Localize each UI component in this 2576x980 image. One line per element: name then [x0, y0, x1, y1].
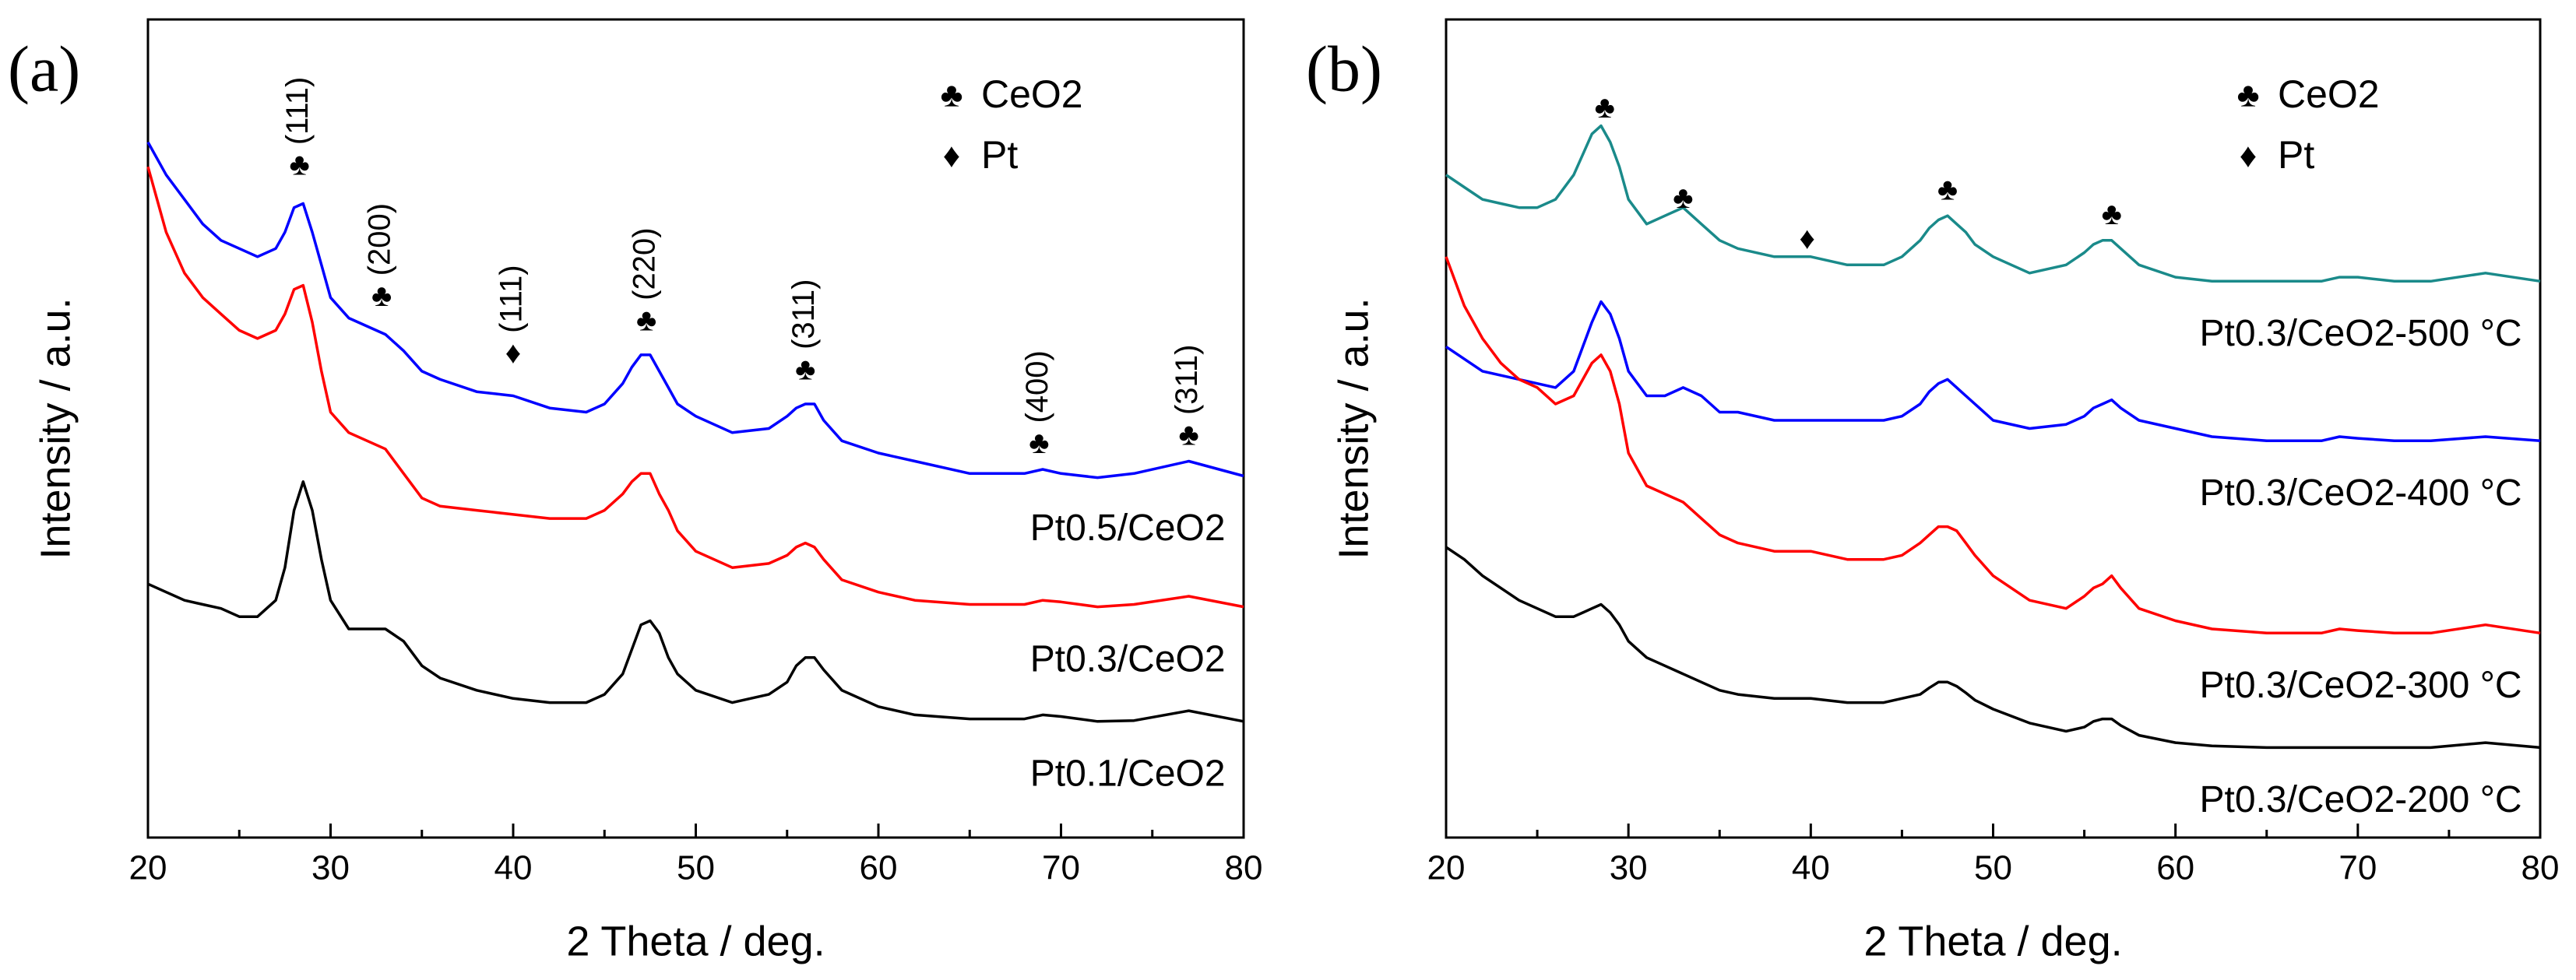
series-line [1445, 256, 2541, 635]
peak-marker: ♣ [371, 279, 392, 313]
x-tick-label: 70 [1042, 849, 1080, 887]
panel-label: (a) [8, 33, 80, 105]
series-line [147, 480, 1244, 723]
series-label: Pt0.3/CeO2-200 °C [2200, 779, 2522, 820]
series-label: Pt0.1/CeO2 [1030, 753, 1226, 794]
peak-index: (111) [494, 265, 529, 332]
peak-marker: ♣ [1937, 172, 1958, 206]
legend-label: Pt [981, 133, 1018, 177]
peak-marker: ♦ [1799, 221, 1814, 255]
legend-label: CeO2 [981, 72, 1083, 116]
peak-marker: ♣ [1595, 90, 1615, 125]
x-tick-label: 50 [677, 849, 715, 887]
x-tick-label: 50 [1974, 849, 2012, 887]
x-tick-label: 40 [1792, 849, 1830, 887]
x-tick-label: 20 [129, 849, 167, 887]
x-tick-label: 30 [311, 849, 350, 887]
series-line [146, 166, 1244, 609]
peak-marker: ♣ [2102, 197, 2122, 231]
x-tick-label: 20 [1427, 849, 1466, 887]
series-label: Pt0.3/CeO2-500 °C [2200, 313, 2522, 354]
y-axis-title: Intensity / a.u. [32, 297, 79, 559]
peak-index: (400) [1020, 350, 1054, 423]
legend-label: Pt [2278, 133, 2314, 177]
legend-symbol: ♣ [2237, 76, 2260, 114]
legend-symbol: ♣ [941, 76, 963, 114]
series-label: Pt0.5/CeO2 [1030, 508, 1226, 549]
legend-symbol: ♦ [943, 137, 960, 175]
x-tick-label: 80 [2521, 849, 2560, 887]
x-tick-label: 30 [1610, 849, 1648, 887]
series-line [1445, 300, 2541, 443]
x-tick-label: 60 [2156, 849, 2194, 887]
peak-index: (311) [1170, 345, 1204, 415]
peak-marker: ♣ [1673, 181, 1693, 215]
series-label: Pt0.3/CeO2-300 °C [2200, 665, 2522, 706]
legend-label: CeO2 [2278, 72, 2380, 116]
panel-label: (b) [1306, 33, 1382, 105]
series-label: Pt0.3/CeO2-400 °C [2200, 472, 2522, 514]
peak-marker: ♦ [505, 335, 521, 370]
peak-marker: ♣ [290, 148, 310, 182]
peak-marker: ♣ [795, 352, 815, 386]
peak-marker: ♣ [1179, 418, 1199, 452]
x-axis-title: 2 Theta / deg. [566, 918, 825, 964]
x-tick-label: 60 [860, 849, 898, 887]
series-line [1445, 546, 2541, 750]
x-tick-label: 40 [494, 849, 533, 887]
peak-marker: ♣ [1029, 426, 1049, 460]
peak-marker: ♣ [636, 303, 656, 337]
peak-index: (311) [787, 279, 821, 349]
x-tick-label: 70 [2338, 849, 2377, 887]
x-axis-title: 2 Theta / deg. [1863, 918, 2122, 964]
peak-index: (200) [363, 203, 397, 276]
series-label: Pt0.3/CeO2 [1030, 638, 1226, 680]
x-tick-label: 80 [1225, 849, 1263, 887]
legend-symbol: ♦ [2240, 137, 2257, 175]
peak-index: (220) [628, 227, 662, 300]
peak-index: (111) [280, 77, 315, 145]
y-axis-title: Intensity / a.u. [1330, 297, 1377, 559]
series-line [146, 141, 1244, 479]
series-line [1445, 124, 2541, 283]
